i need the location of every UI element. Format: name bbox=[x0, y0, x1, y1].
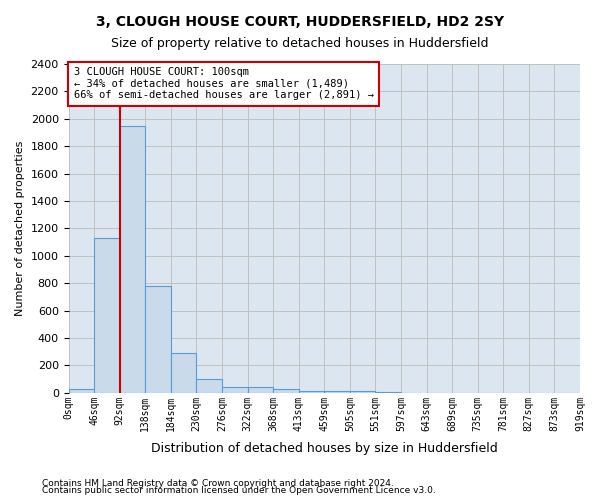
Text: Contains public sector information licensed under the Open Government Licence v3: Contains public sector information licen… bbox=[42, 486, 436, 495]
Text: Contains HM Land Registry data © Crown copyright and database right 2024.: Contains HM Land Registry data © Crown c… bbox=[42, 478, 394, 488]
Bar bbox=[94, 238, 119, 393]
Bar bbox=[248, 386, 273, 393]
Bar bbox=[68, 389, 94, 393]
Text: 3, CLOUGH HOUSE COURT, HUDDERSFIELD, HD2 2SY: 3, CLOUGH HOUSE COURT, HUDDERSFIELD, HD2… bbox=[96, 15, 504, 29]
Y-axis label: Number of detached properties: Number of detached properties bbox=[15, 140, 25, 316]
Bar bbox=[299, 391, 324, 393]
Bar bbox=[171, 353, 196, 393]
Bar bbox=[119, 126, 145, 393]
Bar bbox=[350, 392, 376, 393]
X-axis label: Distribution of detached houses by size in Huddersfield: Distribution of detached houses by size … bbox=[151, 442, 497, 455]
Bar bbox=[324, 392, 350, 393]
Bar bbox=[145, 286, 171, 393]
Text: 3 CLOUGH HOUSE COURT: 100sqm
← 34% of detached houses are smaller (1,489)
66% of: 3 CLOUGH HOUSE COURT: 100sqm ← 34% of de… bbox=[74, 68, 374, 100]
Bar bbox=[196, 379, 222, 393]
Bar bbox=[273, 390, 299, 393]
Text: Size of property relative to detached houses in Huddersfield: Size of property relative to detached ho… bbox=[111, 38, 489, 51]
Bar bbox=[222, 386, 248, 393]
